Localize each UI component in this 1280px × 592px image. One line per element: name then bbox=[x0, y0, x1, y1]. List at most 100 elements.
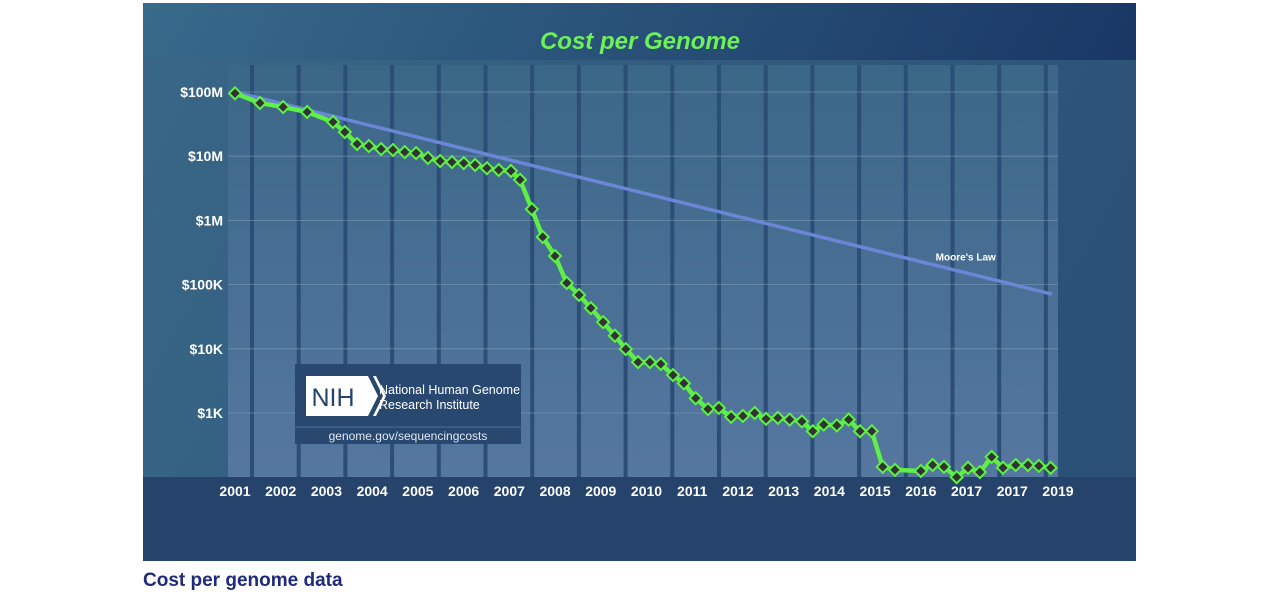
data-point-marker bbox=[887, 462, 903, 478]
data-point-marker bbox=[583, 300, 599, 316]
y-tick-label: $1K bbox=[197, 405, 223, 421]
data-point-marker bbox=[794, 413, 810, 429]
data-point-marker bbox=[479, 160, 495, 176]
data-point-marker bbox=[805, 423, 821, 439]
data-point-marker bbox=[972, 464, 988, 480]
x-tick-label: 2014 bbox=[814, 483, 845, 499]
data-point-marker bbox=[829, 418, 845, 433]
data-point-marker bbox=[816, 417, 832, 432]
data-point-marker bbox=[397, 144, 413, 160]
data-point-marker bbox=[227, 85, 243, 101]
data-point-marker bbox=[735, 408, 751, 424]
data-point-marker bbox=[700, 401, 716, 417]
data-point-marker bbox=[456, 155, 472, 171]
chart-title: Cost per Genome bbox=[540, 28, 740, 55]
chart-svg: $100M $10M $1M $100K $10K $1K 2001 2002 2003 200… bbox=[143, 3, 1136, 561]
data-point-marker bbox=[408, 145, 424, 161]
data-point-marker bbox=[995, 460, 1011, 476]
data-point-marker bbox=[1043, 460, 1059, 476]
data-point-marker bbox=[432, 153, 448, 169]
data-point-marker bbox=[688, 390, 704, 406]
data-point-marker bbox=[913, 463, 929, 479]
data-point-marker bbox=[984, 449, 1000, 465]
data-point-marker bbox=[373, 141, 389, 157]
data-point-marker bbox=[841, 412, 857, 427]
data-point-marker bbox=[607, 328, 623, 344]
data-point-marker bbox=[524, 201, 540, 217]
y-tick-label: $10M bbox=[188, 148, 223, 164]
source-url: genome.gov/sequencingcosts bbox=[329, 429, 488, 443]
x-tick-label: 2007 bbox=[494, 483, 525, 499]
data-point-marker bbox=[618, 341, 634, 357]
x-tick-label: 2017 bbox=[951, 483, 982, 499]
data-point-marker bbox=[1031, 458, 1047, 474]
data-point-marker bbox=[503, 163, 519, 179]
y-tick-label: $1M bbox=[196, 212, 223, 228]
nih-logo: NIH National Human Genome Research Insti… bbox=[295, 364, 521, 444]
data-point-marker bbox=[467, 157, 483, 173]
data-point-marker bbox=[630, 354, 646, 370]
caption-link[interactable]: Cost per genome data bbox=[143, 570, 343, 591]
data-point-marker bbox=[711, 400, 727, 416]
data-point-marker bbox=[1020, 457, 1036, 473]
data-point-marker bbox=[782, 412, 798, 427]
data-point-marker bbox=[512, 172, 528, 188]
y-tick-label: $100M bbox=[180, 84, 223, 100]
data-point-marker bbox=[653, 356, 669, 372]
data-point-marker bbox=[936, 459, 952, 475]
x-tick-label: 2011 bbox=[677, 483, 708, 499]
data-point-marker bbox=[385, 142, 401, 158]
data-point-marker bbox=[325, 114, 341, 130]
x-tick-label: 2004 bbox=[357, 483, 388, 499]
data-point-marker bbox=[491, 162, 507, 178]
x-tick-label: 2016 bbox=[905, 483, 936, 499]
x-tick-label: 2003 bbox=[311, 483, 342, 499]
nih-mark-text: NIH bbox=[311, 384, 354, 412]
data-point-marker bbox=[252, 95, 268, 111]
x-tick-label: 2010 bbox=[631, 483, 662, 499]
data-point-marker bbox=[770, 410, 786, 426]
x-tick-label: 2009 bbox=[585, 483, 616, 499]
moores-law-line bbox=[234, 90, 1053, 296]
y-tick-label: $10K bbox=[190, 341, 223, 357]
x-tick-label: 2002 bbox=[265, 483, 296, 499]
data-point-marker bbox=[723, 409, 739, 425]
org-name-line1: National Human Genome bbox=[379, 383, 520, 397]
y-tick-label: $100K bbox=[182, 277, 223, 293]
data-point-marker bbox=[949, 469, 965, 485]
data-point-marker bbox=[852, 423, 868, 439]
data-point-marker bbox=[747, 405, 763, 421]
data-point-marker bbox=[535, 229, 551, 245]
data-point-marker bbox=[559, 275, 575, 291]
data-point-marker bbox=[925, 457, 941, 473]
data-point-marker bbox=[758, 411, 774, 427]
org-name-line2: Research Institute bbox=[379, 398, 480, 412]
data-point-marker bbox=[571, 287, 587, 303]
data-point-marker bbox=[361, 138, 377, 154]
data-point-marker bbox=[547, 248, 563, 264]
x-tick-label: 2019 bbox=[1042, 483, 1073, 499]
data-point-marker bbox=[595, 314, 611, 330]
data-point-marker bbox=[875, 459, 891, 475]
data-point-marker bbox=[665, 367, 681, 383]
x-axis-band bbox=[143, 477, 1136, 561]
data-point-marker bbox=[960, 460, 976, 476]
x-tick-label: 2015 bbox=[860, 483, 891, 499]
data-point-marker bbox=[444, 154, 460, 170]
data-point-marker bbox=[642, 354, 658, 370]
data-point-marker bbox=[337, 124, 353, 140]
data-point-marker bbox=[676, 375, 692, 391]
data-point-marker bbox=[420, 150, 436, 166]
nih-mark bbox=[306, 376, 378, 416]
x-tick-label: 2017 bbox=[997, 483, 1028, 499]
x-tick-label: 2013 bbox=[768, 483, 799, 499]
cost-per-genome-chart: $100M $10M $1M $100K $10K $1K 2001 2002 2003 200… bbox=[143, 3, 1136, 561]
x-tick-label: 2012 bbox=[722, 483, 753, 499]
data-point-marker bbox=[349, 136, 365, 152]
data-point-marker bbox=[1008, 457, 1024, 473]
data-point-marker bbox=[864, 423, 880, 439]
x-tick-label: 2008 bbox=[539, 483, 570, 499]
x-tick-label: 2006 bbox=[448, 483, 479, 499]
x-tick-label: 2005 bbox=[402, 483, 433, 499]
x-tick-label: 2001 bbox=[219, 483, 250, 499]
